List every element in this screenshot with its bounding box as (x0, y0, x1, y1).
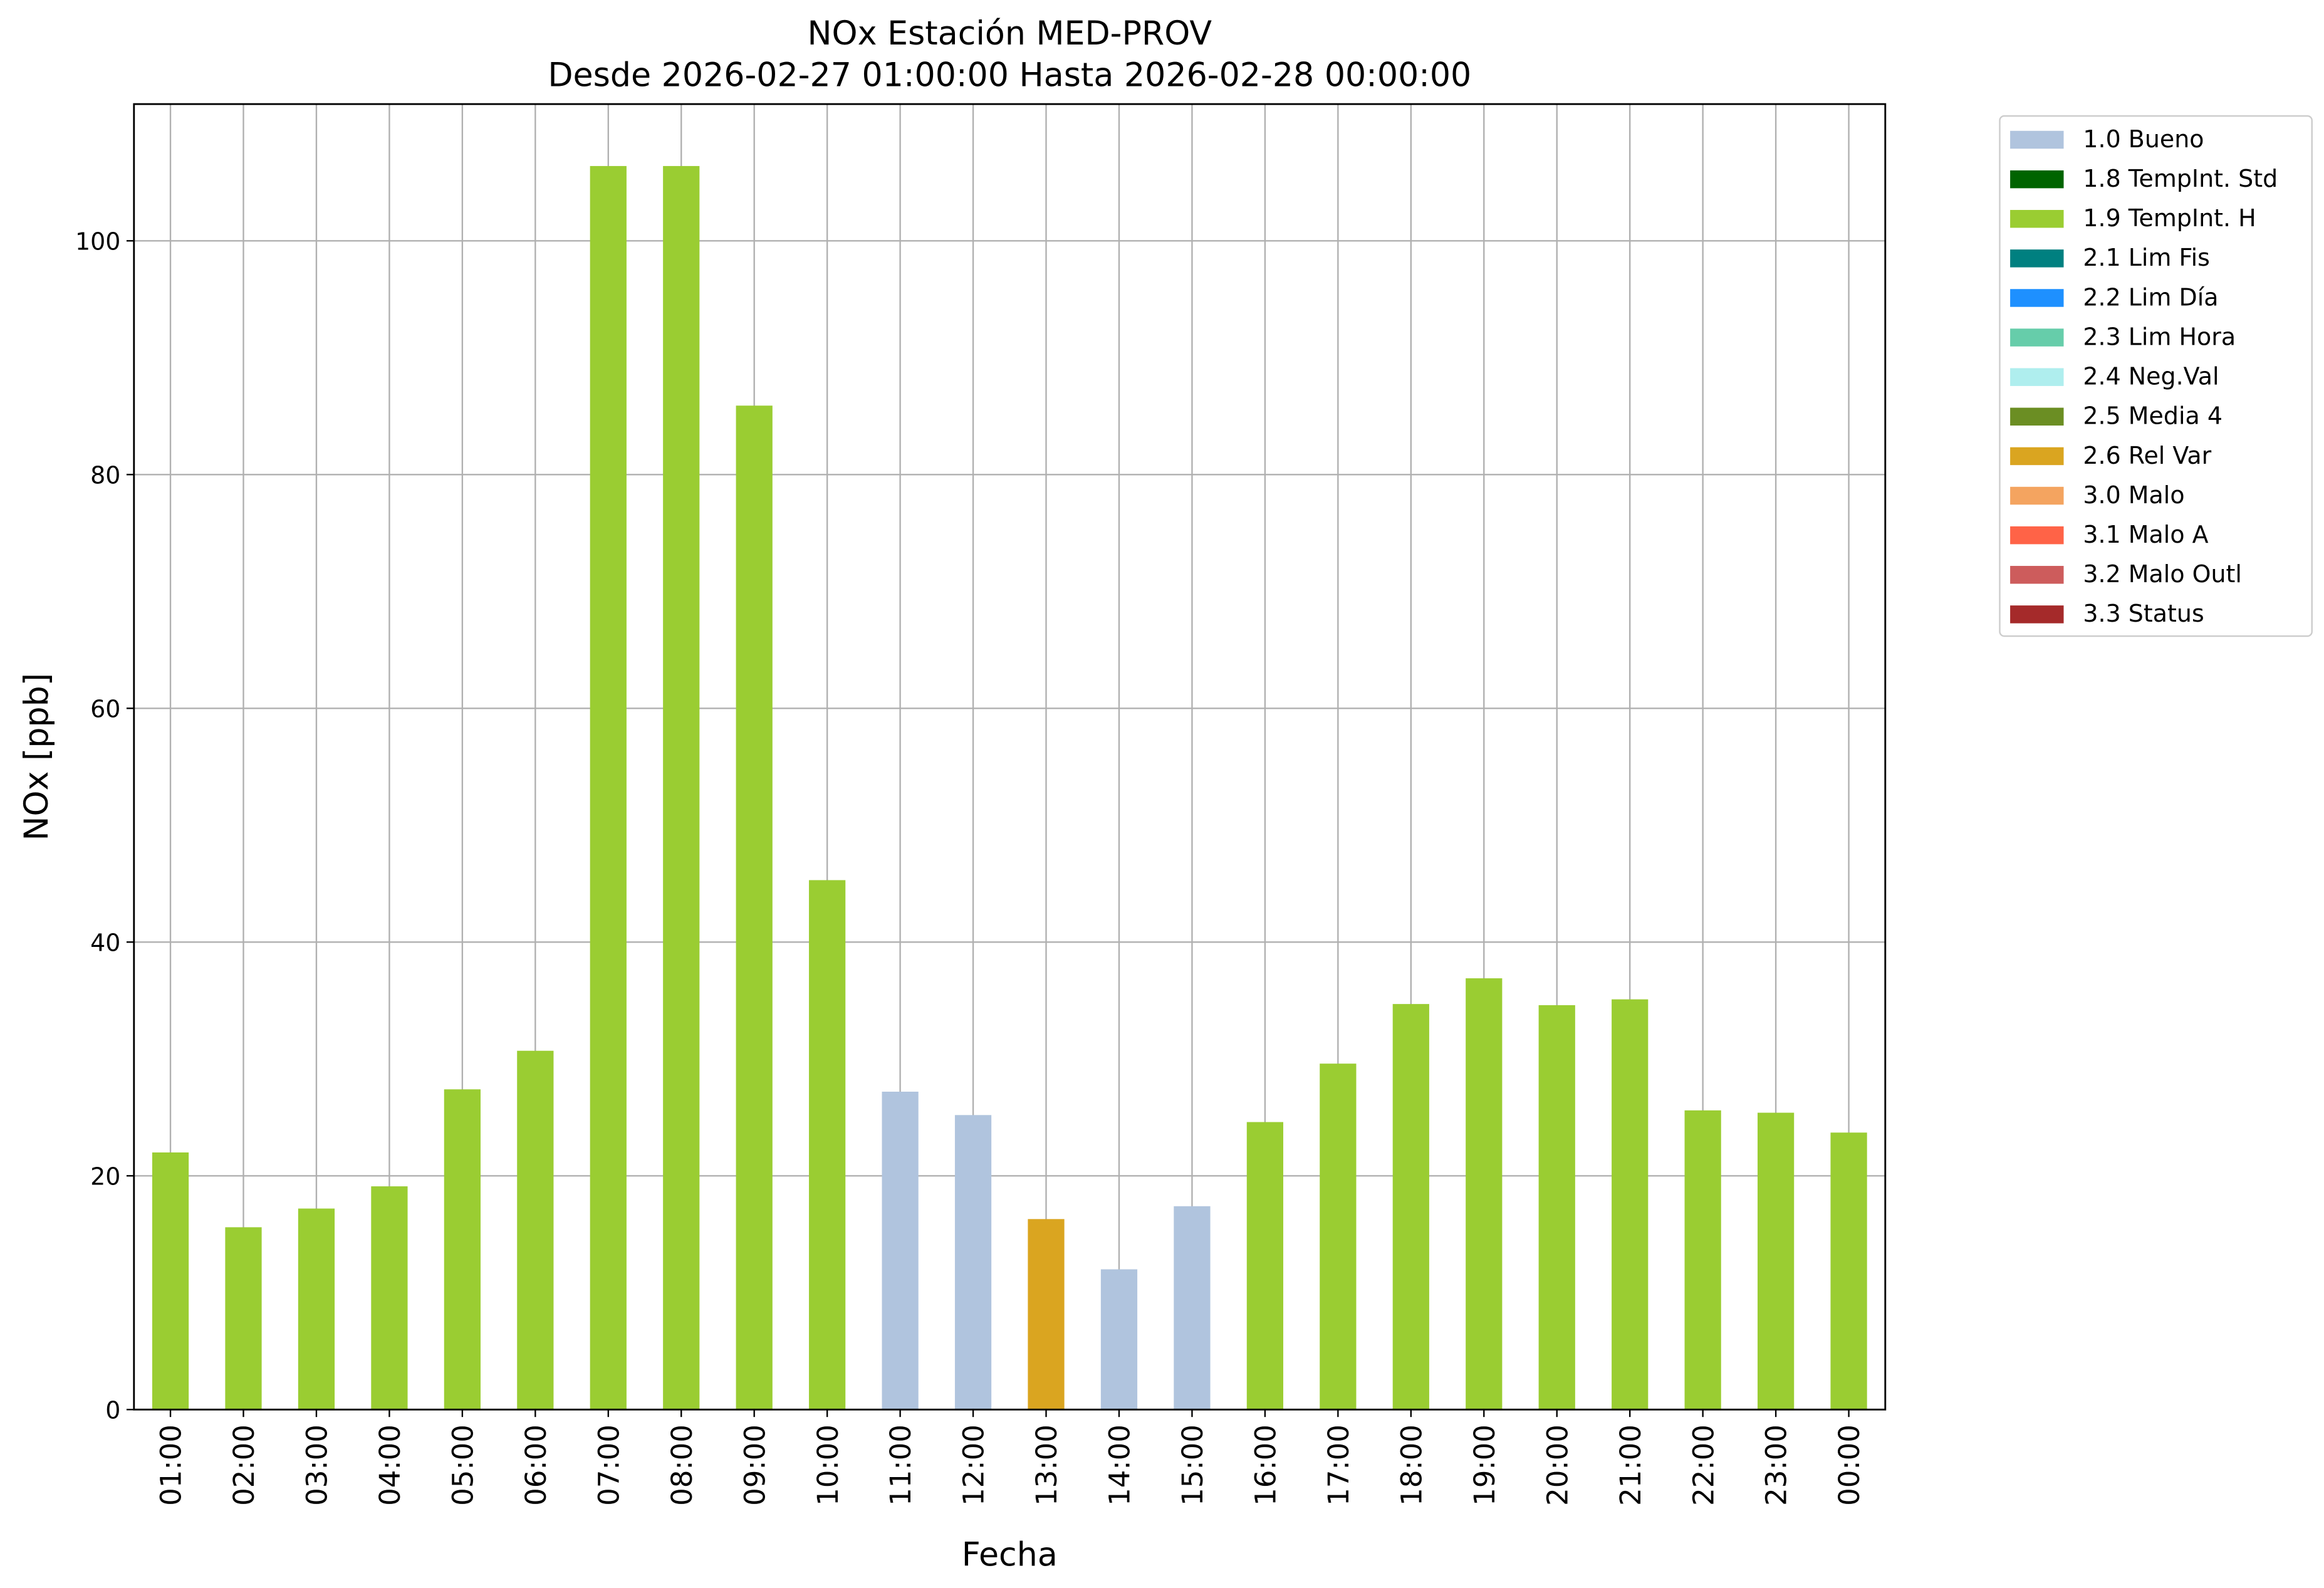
legend-swatch (2010, 289, 2064, 307)
x-tick-label: 00:00 (1833, 1424, 1866, 1506)
bar (1684, 1110, 1721, 1410)
x-tick-label: 09:00 (738, 1424, 771, 1506)
bar (1612, 999, 1649, 1410)
x-tick-label: 21:00 (1614, 1424, 1647, 1506)
bar (225, 1227, 262, 1410)
y-tick-label: 40 (90, 929, 120, 957)
x-tick-label: 04:00 (373, 1424, 407, 1506)
y-tick-label: 80 (90, 462, 120, 489)
bar (736, 405, 773, 1410)
legend-swatch (2010, 130, 2064, 149)
legend-swatch (2010, 526, 2064, 545)
x-tick-label: 10:00 (811, 1424, 845, 1506)
x-tick-label: 08:00 (665, 1424, 699, 1506)
legend-label: 2.3 Lim Hora (2083, 323, 2236, 350)
x-tick-label: 05:00 (446, 1424, 479, 1506)
x-tick-label: 17:00 (1322, 1424, 1355, 1506)
bar (663, 165, 700, 1410)
x-tick-label: 16:00 (1249, 1424, 1283, 1506)
y-tick-label: 60 (90, 696, 120, 723)
x-tick-label: 23:00 (1760, 1424, 1793, 1506)
legend-label: 1.9 TempInt. H (2083, 204, 2256, 232)
plot-frame (133, 103, 1887, 1411)
x-tick-label: 20:00 (1541, 1424, 1574, 1506)
legend-label: 3.3 Status (2083, 600, 2204, 627)
bar (371, 1186, 408, 1410)
legend-label: 3.1 Malo A (2083, 521, 2208, 548)
x-tick-label: 07:00 (592, 1424, 625, 1506)
bar (809, 880, 846, 1410)
legend-swatch (2010, 210, 2064, 228)
bar (152, 1152, 189, 1410)
x-tick-label: 22:00 (1687, 1424, 1720, 1506)
x-axis-label: Fecha (962, 1536, 1058, 1574)
x-tick-label: 15:00 (1176, 1424, 1209, 1506)
bar (1028, 1219, 1065, 1410)
legend-label: 3.2 Malo Outl (2083, 560, 2242, 588)
legend-swatch (2010, 407, 2064, 426)
legend-label: 1.8 TempInt. Std (2083, 165, 2278, 192)
legend-swatch (2010, 486, 2064, 505)
bar (298, 1208, 335, 1410)
bar (1757, 1112, 1795, 1410)
y-tick-label: 100 (75, 228, 120, 256)
x-tick-label: 03:00 (301, 1424, 334, 1506)
legend-label: 1.0 Bueno (2083, 125, 2204, 153)
legend-swatch (2010, 447, 2064, 466)
legend-swatch (2010, 328, 2064, 347)
bar (1466, 978, 1503, 1410)
legend-label: 2.5 Media 4 (2083, 402, 2222, 430)
bar (1174, 1206, 1211, 1410)
x-tick-label: 06:00 (519, 1424, 553, 1506)
x-tick-label: 18:00 (1395, 1424, 1428, 1506)
bar (1538, 1005, 1575, 1410)
legend-label: 2.6 Rel Var (2083, 442, 2211, 469)
legend-box (1999, 115, 2313, 637)
bar (1100, 1269, 1138, 1410)
y-tick-label: 0 (105, 1397, 120, 1424)
chart-subtitle: Desde 2026-02-27 01:00:00 Hasta 2026-02-… (548, 57, 1471, 95)
bar (590, 165, 627, 1410)
legend-label: 2.1 Lim Fis (2083, 244, 2210, 271)
chart-title: NOx Estación MED-PROV (808, 15, 1212, 53)
bar (1246, 1122, 1284, 1410)
bar (882, 1092, 919, 1410)
x-tick-label: 14:00 (1103, 1424, 1137, 1506)
x-tick-label: 13:00 (1030, 1424, 1063, 1506)
legend-label: 2.4 Neg.Val (2083, 363, 2219, 390)
bar (517, 1050, 554, 1410)
x-tick-label: 19:00 (1468, 1424, 1501, 1506)
legend-label: 2.2 Lim Día (2083, 283, 2218, 311)
y-axis-label: NOx [ppb] (18, 673, 56, 841)
bar (1392, 1004, 1429, 1410)
bar (1320, 1063, 1357, 1410)
legend-swatch (2010, 368, 2064, 386)
legend-swatch (2010, 249, 2064, 268)
x-tick-label: 02:00 (227, 1424, 261, 1506)
y-tick-label: 20 (90, 1163, 120, 1191)
legend-swatch (2010, 605, 2064, 624)
legend-swatch (2010, 566, 2064, 584)
bar (1830, 1132, 1867, 1410)
x-tick-label: 01:00 (155, 1424, 188, 1506)
bar (954, 1115, 992, 1410)
bar (444, 1089, 481, 1410)
x-tick-label: 12:00 (957, 1424, 991, 1506)
x-tick-label: 11:00 (884, 1424, 917, 1506)
legend-label: 3.0 Malo (2083, 481, 2184, 509)
legend-swatch (2010, 170, 2064, 189)
